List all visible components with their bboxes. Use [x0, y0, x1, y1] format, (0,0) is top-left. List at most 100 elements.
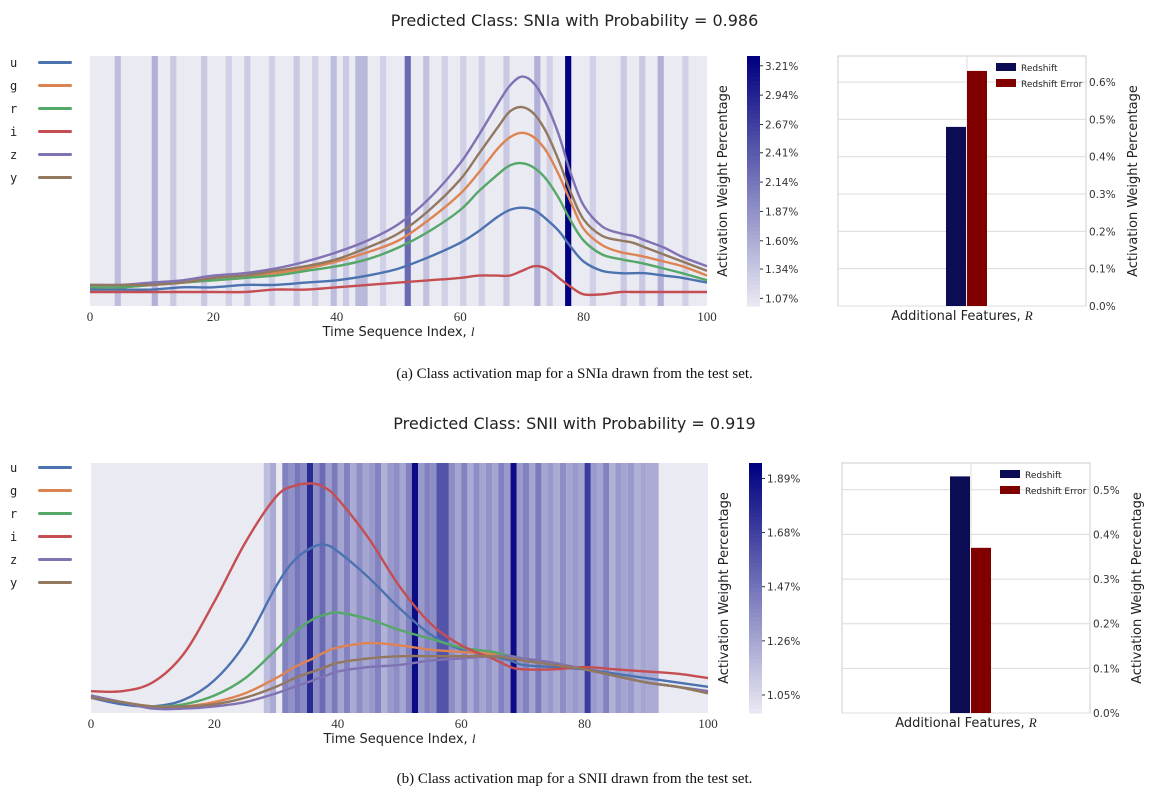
legend-label: i: [10, 124, 18, 139]
colorbar-segment: [747, 172, 760, 178]
colorbar-segment: [747, 243, 760, 249]
colorbar-segment: [747, 160, 760, 165]
activation-column: [467, 463, 474, 713]
colorbar-segment: [749, 488, 762, 493]
colorbar-tick-label: 1.68%: [767, 528, 800, 540]
colorbar-label: Activation Weight Percentage: [716, 85, 731, 277]
colorbar-segment: [747, 126, 760, 132]
activation-column: [300, 463, 307, 713]
colorbar-segment: [747, 214, 760, 220]
legend-label: u: [10, 460, 18, 475]
bar-legend-label: Redshift: [1025, 471, 1062, 481]
legend-label: g: [10, 78, 18, 93]
colorbar-segment: [749, 596, 762, 602]
colorbar-segment: [747, 85, 760, 90]
colorbar-segment: [747, 239, 760, 245]
activation-column: [201, 56, 208, 306]
activation-column: [498, 463, 505, 713]
legend-item-i: i: [10, 120, 72, 143]
colorbar-segment: [747, 201, 760, 207]
activation-column: [151, 56, 158, 306]
colorbar-segment: [747, 93, 760, 99]
legend-label: r: [10, 506, 18, 521]
bar-y-tick-label: 0.5%: [1089, 114, 1116, 126]
colorbar-segment: [749, 558, 762, 564]
colorbar-segment: [747, 272, 760, 278]
colorbar-segment: [749, 608, 762, 614]
activation-column: [399, 463, 406, 713]
bar-y-tick-label: 0.4%: [1089, 152, 1116, 164]
colorbar-segment: [747, 197, 760, 203]
colorbar-segment: [747, 256, 760, 261]
x-axis-label: Time Sequence Index, l: [323, 731, 476, 747]
colorbar-tick-label: 1.34%: [765, 264, 798, 276]
bar-x-axis-label: Additional Features, R: [895, 715, 1037, 731]
activation-column: [485, 463, 493, 713]
legend-swatch: [38, 535, 72, 538]
colorbar-segment: [749, 588, 762, 593]
colorbar-segment: [747, 193, 760, 199]
bar-legend-label: Redshift Error: [1025, 487, 1087, 497]
activation-column: [418, 463, 425, 713]
legend-item-y: y: [10, 166, 72, 189]
bar-y-axis-label: Activation Weight Percentage: [1130, 492, 1145, 684]
bar-legend-label: Redshift: [1021, 64, 1058, 74]
colorbar-segment: [749, 500, 762, 506]
colorbar-segment: [749, 654, 762, 660]
bar-y-tick-label: 0.3%: [1089, 189, 1116, 201]
activation-column: [114, 56, 121, 306]
colorbar-segment: [749, 696, 762, 702]
activation-column: [380, 463, 388, 713]
activation-column: [455, 463, 462, 713]
activation-column: [503, 56, 510, 306]
activation-column: [331, 463, 338, 713]
activation-column: [337, 463, 344, 713]
colorbar-segment: [747, 156, 760, 161]
colorbar-segment: [747, 285, 760, 290]
activation-column: [355, 56, 368, 306]
activation-column: [170, 56, 177, 306]
colorbar-segment: [749, 621, 762, 627]
activation-column: [590, 463, 597, 713]
bar-y-tick-label: 0.5%: [1093, 485, 1120, 497]
colorbar-segment: [747, 268, 760, 274]
figure-a-title: Predicted Class: SNIa with Probability =…: [390, 11, 759, 30]
colorbar-segment: [747, 231, 760, 236]
bar-legend-label: Redshift Error: [1021, 80, 1083, 90]
colorbar-segment: [749, 575, 762, 581]
activation-column: [387, 463, 394, 713]
bar-x-axis-label: Additional Features, R: [891, 308, 1033, 324]
x-tick-label: 100: [697, 309, 717, 324]
legend-swatch: [38, 489, 72, 492]
colorbar-segment: [747, 293, 760, 299]
legend-item-r: r: [10, 97, 72, 120]
activation-column: [621, 463, 628, 713]
colorbar-segment: [749, 683, 762, 689]
bar-redshift: [950, 476, 970, 713]
activation-column: [461, 463, 468, 713]
activation-column: [589, 56, 596, 306]
bar-redshift-error: [971, 547, 991, 713]
colorbar-segment: [747, 122, 760, 128]
activation-column: [565, 56, 572, 306]
activation-column: [411, 463, 419, 713]
activation-column: [529, 463, 536, 713]
colorbar-tick-label: 2.67%: [765, 119, 798, 131]
colorbar-segment: [747, 97, 760, 103]
colorbar-segment: [747, 206, 760, 211]
light-curve-i: [90, 482, 709, 694]
legend-item-i: i: [10, 525, 72, 548]
colorbar-segment: [747, 289, 760, 295]
activation-column: [448, 463, 456, 713]
legend-swatch: [38, 558, 72, 561]
colorbar-segment: [749, 563, 762, 568]
colorbar-segment: [749, 475, 762, 481]
activation-column: [263, 463, 270, 713]
legend-item-r: r: [10, 502, 72, 525]
colorbar-segment: [747, 139, 760, 145]
bar-redshift-error: [967, 70, 987, 306]
activation-column: [572, 463, 579, 713]
colorbar-segment: [749, 483, 762, 489]
colorbar-segment: [747, 247, 760, 253]
x-tick-label: 40: [331, 716, 344, 731]
